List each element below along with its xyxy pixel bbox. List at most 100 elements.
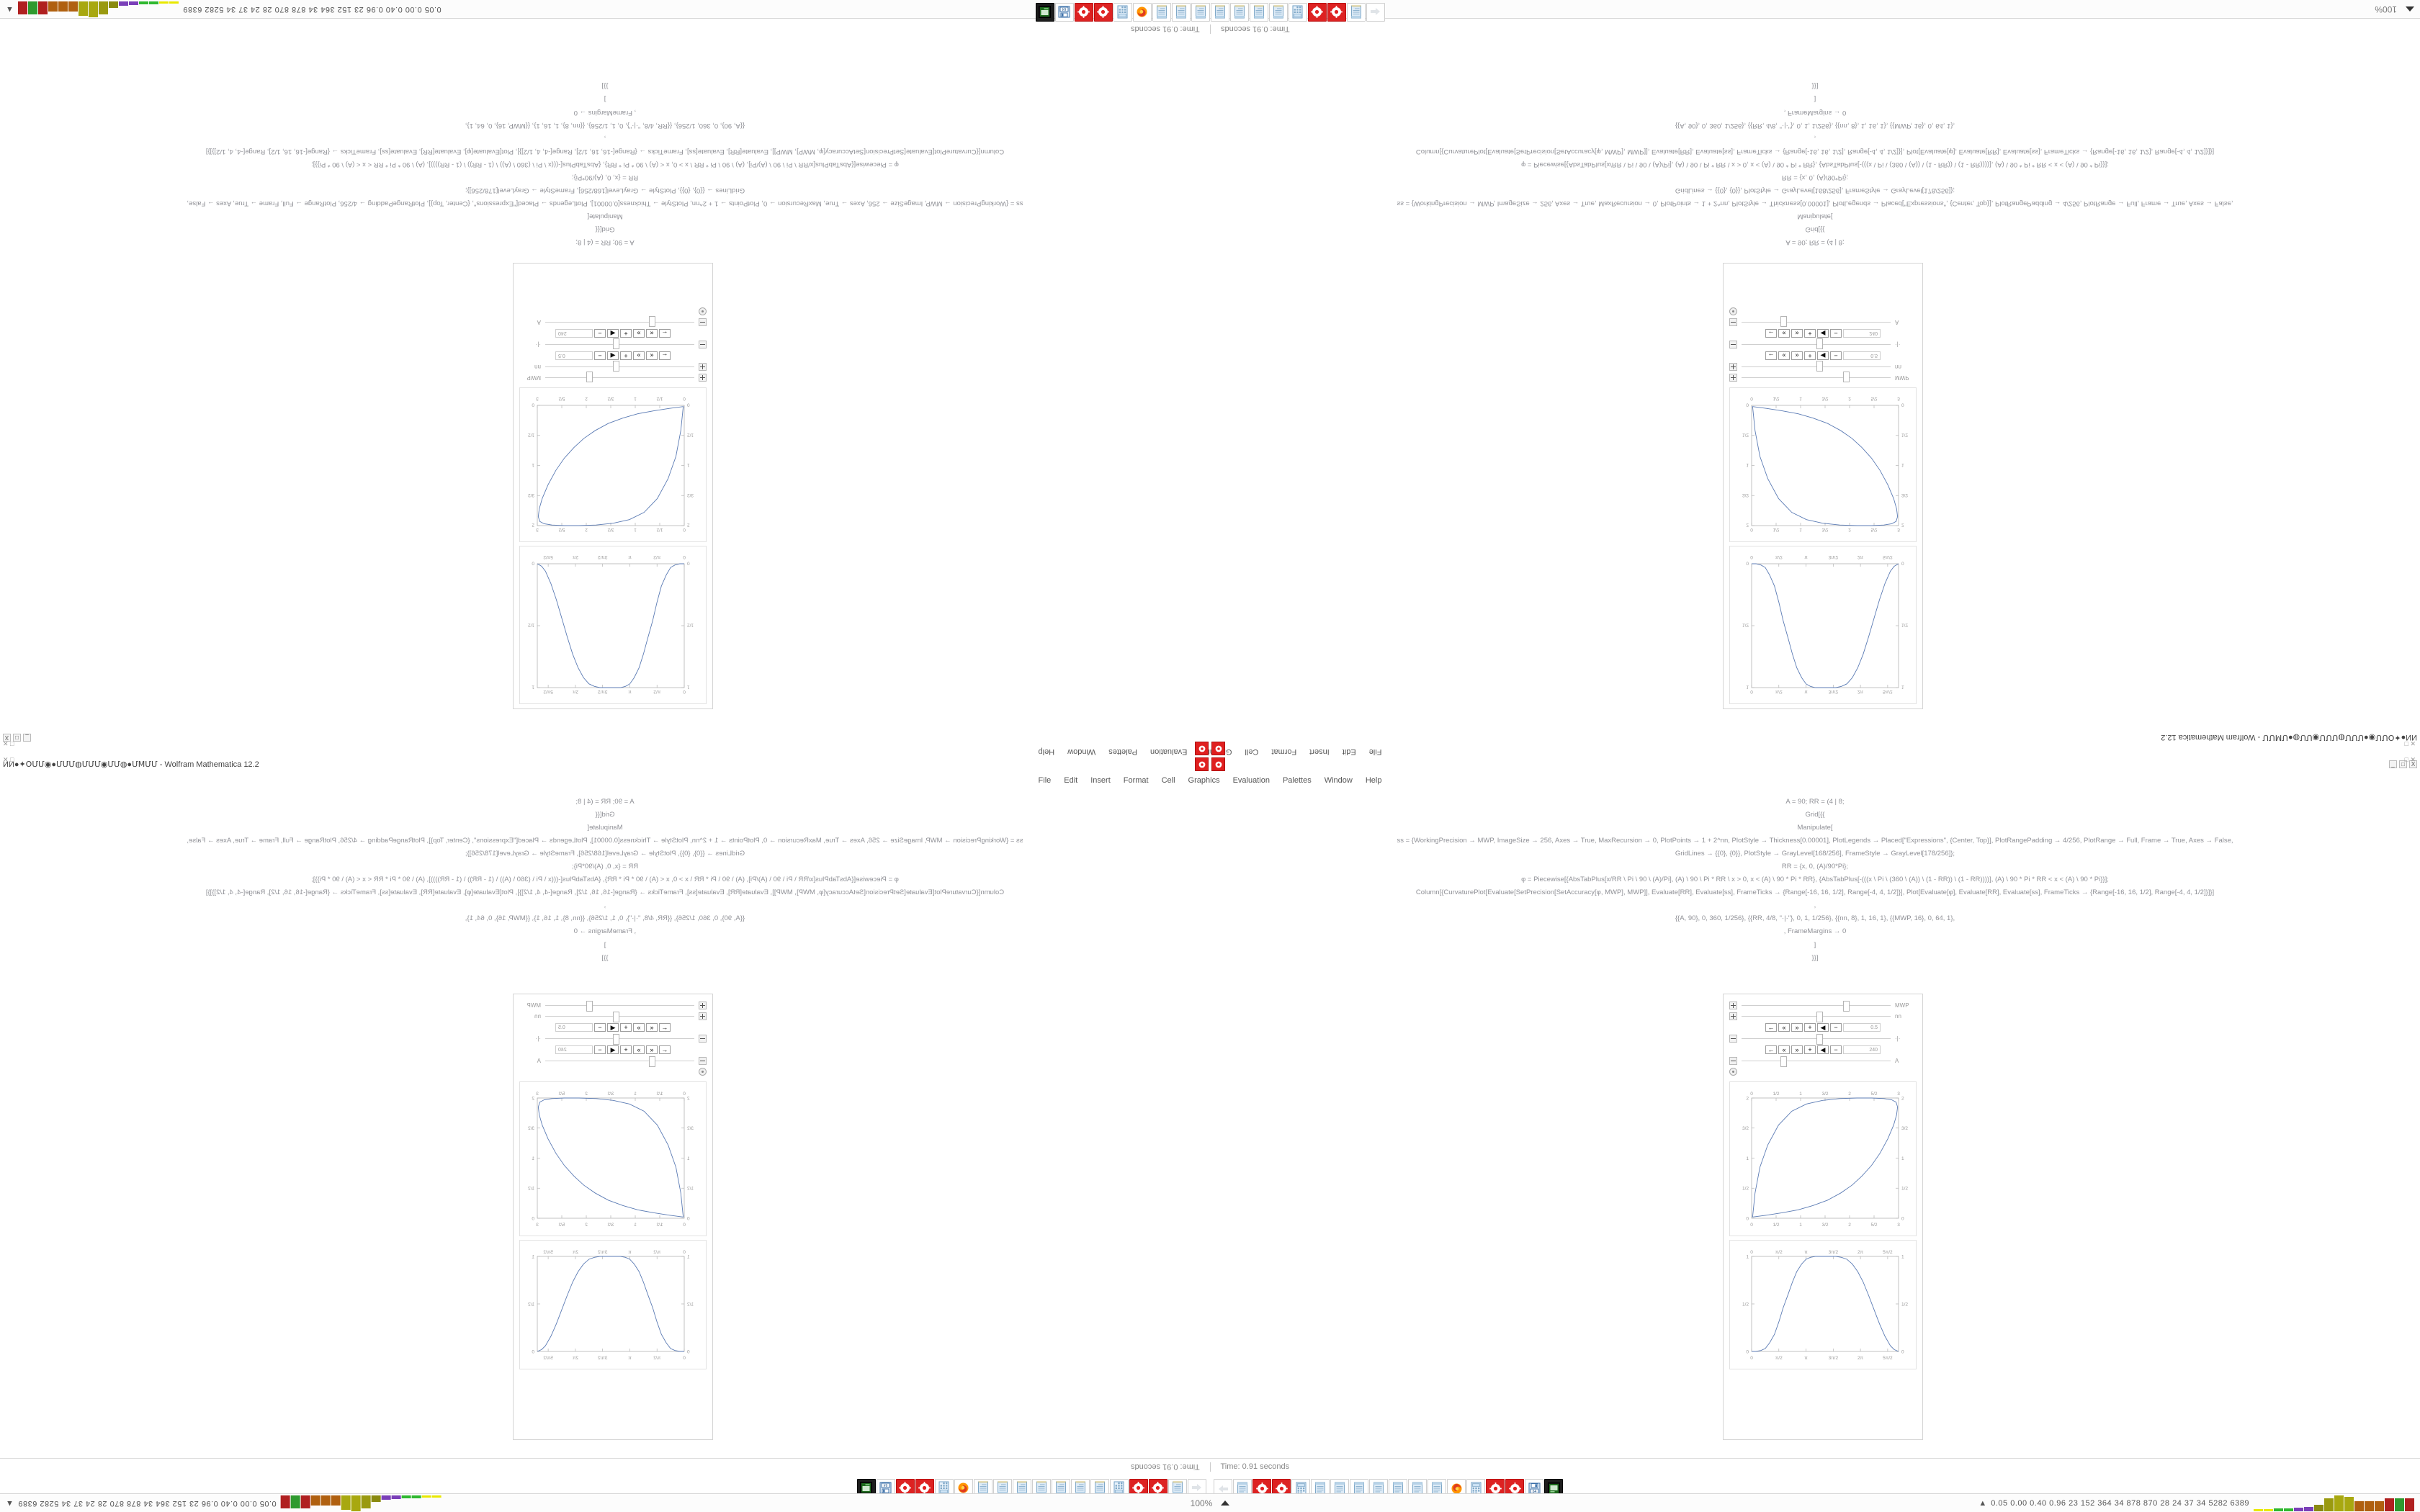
zoom-control-bottom[interactable]: 100% [1191,1498,1230,1508]
slider-RR-track[interactable] [545,1034,694,1045]
buttons-A-btn-5[interactable]: − [1830,329,1842,338]
buttons-RR-btn-5[interactable]: − [594,1023,606,1032]
chevron-up-icon-br[interactable]: ▲ [1978,1498,1987,1508]
slider-RR-thumb[interactable] [1816,1034,1823,1045]
collapse-icon[interactable] [699,1035,707,1043]
tray-icon-settings-1[interactable] [1327,3,1346,22]
center-gear-badges-2[interactable] [1195,757,1225,771]
slider-A-thumb[interactable] [649,316,656,327]
slider-nn-thumb[interactable] [1816,361,1823,372]
buttons-A-btn-5[interactable]: − [1830,1045,1842,1054]
buttons-A-btn-3[interactable]: + [1804,329,1816,338]
gear-icon[interactable] [1729,1068,1737,1076]
slider-MWP-thumb[interactable] [586,372,593,382]
gear-icon-badge-4[interactable] [1211,757,1225,771]
buttons-RR-btn-0[interactable]: ← [1765,351,1777,360]
minimize-button-bottom[interactable]: _ [2389,760,2397,768]
expand-icon[interactable] [1729,1002,1737,1009]
menu-item-edit[interactable]: Edit [1342,747,1356,756]
tray-icon-notebook-1[interactable] [1346,3,1366,22]
menu-item-palettes[interactable]: Palettes [1108,747,1138,756]
slider-MWP[interactable]: MWP [1729,372,1917,382]
buttons-RR-btn-3[interactable]: + [620,351,632,360]
slider-nn-thumb[interactable] [613,1012,620,1022]
slider-A-thumb[interactable] [1780,316,1787,327]
chevron-up-icon-bottom[interactable] [1221,1500,1230,1506]
tray-icons-bottom-mirrored[interactable]: 64 [857,1479,1206,1498]
tray-icon-settings-4[interactable] [1074,3,1093,22]
tray-icon-settings-3[interactable] [915,1479,934,1498]
menu-item-graphics[interactable]: Graphics [1188,776,1220,785]
buttons-A-btn-1[interactable]: « [646,1045,658,1054]
buttons-RR-btn-4[interactable]: ◀ [607,1023,619,1032]
buttons-A-value[interactable]: 240 [555,1045,593,1054]
buttons-A-value[interactable]: 240 [1843,329,1881,338]
tray-icon-notebook-2[interactable] [1268,3,1288,22]
gear-icon-badge-1[interactable] [1195,742,1209,755]
slider-RR-thumb[interactable] [1816,338,1823,349]
collapse-icon[interactable] [1729,1057,1737,1065]
slider-nn[interactable]: nn [1729,1012,1917,1022]
menu-item-file[interactable]: File [1038,776,1052,785]
tray-icon-calculator[interactable] [1110,1479,1129,1498]
gear-icon[interactable] [1729,307,1737,315]
buttons-RR-btn-5[interactable]: − [594,351,606,360]
minimize-button-top[interactable]: _ [23,734,31,742]
buttons-A-value[interactable]: 240 [555,329,593,338]
manipulate-controls-ur[interactable]: MWP nn ← «» + ◀ −0.5 ·|· ← «» + ◀ −240 A [1729,307,1917,382]
buttons-RR[interactable]: ← «» + ◀ −0.5 [1729,351,1917,360]
buttons-RR-btn-2[interactable]: » [1791,1023,1803,1032]
buttons-A-btn-4[interactable]: ◀ [607,329,619,338]
tray-icon-calculator-2[interactable] [1113,3,1132,22]
expand-icon[interactable] [1729,374,1737,382]
menu-item-file[interactable]: File [1368,747,1382,756]
gear-icon-badge-3[interactable] [1195,757,1209,771]
buttons-RR-value[interactable]: 0.5 [1843,1023,1881,1032]
tray-icon-save-64[interactable]: 64 [877,1479,895,1498]
buttons-RR[interactable]: ← «» + ◀ −0.5 [1729,1023,1917,1032]
tray-icon-notebook-8[interactable] [1152,3,1171,22]
tray-icon-notebook-3[interactable] [1249,3,1268,22]
slider-nn-track[interactable] [545,1012,694,1022]
buttons-RR-btn-3[interactable]: + [620,1023,632,1032]
tray-icon-notebook-4[interactable] [1229,3,1249,22]
tray-icon-app-faded[interactable] [1366,3,1385,22]
buttons-RR-btn-0[interactable]: ← [1765,1023,1777,1032]
slider-RR-thumb[interactable] [613,338,620,349]
buttons-A-btn-3[interactable]: + [620,1045,632,1054]
slider-MWP-track[interactable] [1742,1001,1891,1012]
slider-RR-thumb[interactable] [613,1034,620,1045]
left-edge-handle-top[interactable]: ✕ □ [3,740,14,747]
maximize-button-top[interactable]: □ [13,734,21,742]
buttons-RR-value[interactable]: 0.5 [555,351,593,360]
tray-icon-settings-2[interactable] [1307,3,1327,22]
slider-A-track[interactable] [545,316,694,327]
menu-item-format[interactable]: Format [1123,776,1149,785]
slider-MWP-thumb[interactable] [1842,372,1850,382]
collapse-icon[interactable] [1729,341,1737,348]
menu-item-cell[interactable]: Cell [1161,776,1175,785]
tray-icon-settings-2[interactable] [1129,1479,1148,1498]
menu-item-evaluation[interactable]: Evaluation [1150,747,1188,756]
slider-MWP-track[interactable] [1742,372,1891,382]
slider-RR-track[interactable] [1742,338,1891,349]
buttons-A-btn-0[interactable]: ← [1765,329,1777,338]
buttons-RR[interactable]: ← «» + ◀ −0.5 [519,351,707,360]
tray-icon-notebook-5[interactable] [1210,3,1229,22]
expand-icon[interactable] [699,374,707,382]
gear-icon-badge-2[interactable] [1211,742,1225,755]
buttons-RR-btn-4[interactable]: ◀ [1817,1023,1829,1032]
gear-icon[interactable] [699,1068,707,1076]
slider-nn-thumb[interactable] [613,361,620,372]
slider-nn[interactable]: nn [1729,361,1917,372]
tray-icon-save-64[interactable]: 64 [1525,1479,1543,1498]
buttons-RR-btn-2[interactable]: » [633,1023,645,1032]
buttons-RR-btn-5[interactable]: − [1830,1023,1842,1032]
buttons-RR-btn-4[interactable]: ◀ [1817,351,1829,360]
slider-RR[interactable]: ·|· [519,1034,707,1045]
buttons-A-btn-2[interactable]: » [633,329,645,338]
expand-icon[interactable] [699,1012,707,1020]
buttons-A-btn-3[interactable]: + [620,329,632,338]
expand-icon[interactable] [699,1002,707,1009]
window-buttons-bottom[interactable]: _ □ X [2389,760,2417,768]
